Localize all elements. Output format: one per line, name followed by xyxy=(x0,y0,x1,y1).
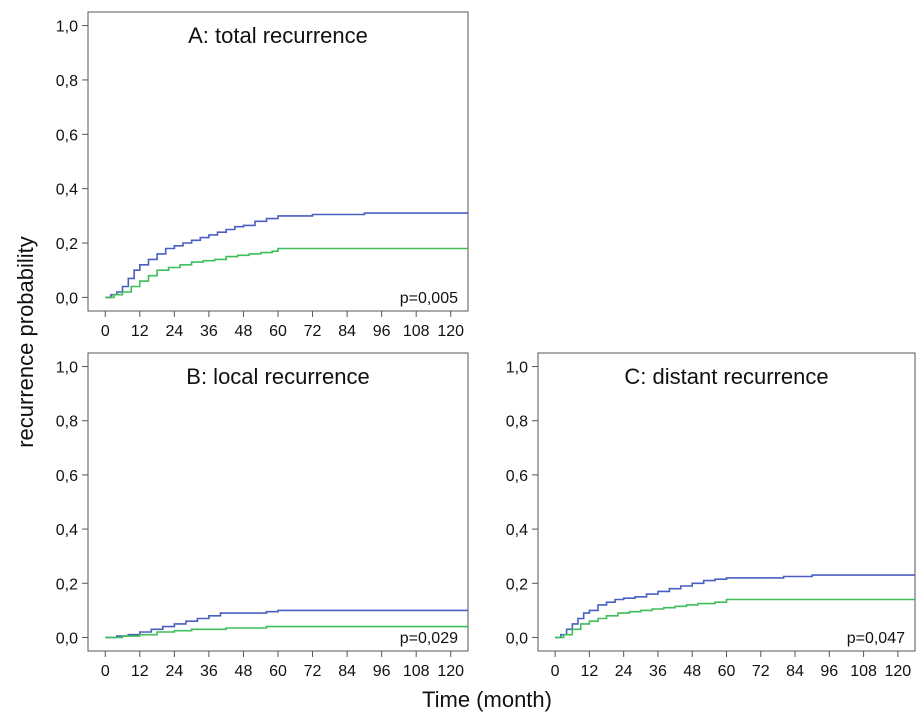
x-tick-label: 96 xyxy=(373,663,391,680)
y-tick-label: 0,8 xyxy=(506,414,528,431)
x-tick-label: 72 xyxy=(304,663,322,680)
panel-c-p-value: p=0,047 xyxy=(847,630,905,647)
x-tick-label: 12 xyxy=(131,323,149,340)
x-tick-label: 48 xyxy=(235,663,253,680)
panel-a-p-value: p=0,005 xyxy=(400,290,458,307)
y-tick-label: 0,2 xyxy=(56,576,78,593)
x-tick-label: 12 xyxy=(581,663,599,680)
y-tick-label: 1,0 xyxy=(56,19,78,36)
y-tick-label: 0,6 xyxy=(56,468,78,485)
x-tick-label: 48 xyxy=(683,663,701,680)
y-tick-label: 0,8 xyxy=(56,414,78,431)
x-tick-label: 72 xyxy=(304,323,322,340)
panel-a-series-blue xyxy=(105,212,468,299)
y-tick-label: 0,2 xyxy=(56,236,78,253)
y-tick-label: 0,0 xyxy=(56,290,78,307)
x-tick-label: 96 xyxy=(820,663,838,680)
panel-c-title: C: distant recurrence xyxy=(624,364,828,389)
panel-b-p-value: p=0,029 xyxy=(400,630,458,647)
x-tick-label: 60 xyxy=(269,323,287,340)
panel-a-title: A: total recurrence xyxy=(188,23,368,48)
panel-a-series-green xyxy=(105,247,468,299)
y-axis-label: recurrence probability xyxy=(13,236,38,448)
x-tick-label: 96 xyxy=(373,323,391,340)
chart-panels: 0 12 24 36 48 60 72 84 96 108 1200,00,20,40,60,81,… xyxy=(56,11,916,680)
x-tick-label: 120 xyxy=(437,323,464,340)
x-tick-label: 24 xyxy=(165,323,183,340)
x-tick-label: 36 xyxy=(200,323,218,340)
panel-c-series-green xyxy=(555,598,915,639)
panel-c-frame xyxy=(537,352,916,652)
y-tick-label: 0,8 xyxy=(56,73,78,90)
x-tick-label: 0 xyxy=(101,323,110,340)
y-tick-label: 0,0 xyxy=(506,630,528,647)
x-tick-label: 84 xyxy=(338,663,356,680)
x-tick-label: 60 xyxy=(718,663,736,680)
x-tick-label: 0 xyxy=(101,663,110,680)
x-tick-label: 48 xyxy=(235,323,253,340)
panel-a-frame xyxy=(87,11,469,312)
x-tick-label: 84 xyxy=(786,663,804,680)
x-tick-label: 0 xyxy=(551,663,560,680)
x-tick-label: 24 xyxy=(615,663,633,680)
x-tick-label: 72 xyxy=(752,663,770,680)
y-tick-label: 0,4 xyxy=(56,182,78,199)
panel-c-series-blue xyxy=(555,574,915,639)
x-tick-label: 24 xyxy=(165,663,183,680)
panel-b-frame xyxy=(87,352,469,652)
panel-a: 0 12 24 36 48 60 72 84 96 108 120 0,0 0,2 0,4 0,6 0,8 1,… xyxy=(56,11,469,340)
x-tick-label: 108 xyxy=(403,663,430,680)
x-tick-label: 108 xyxy=(403,323,430,340)
x-tick-label: 60 xyxy=(269,663,287,680)
y-tick-label: 0,0 xyxy=(56,630,78,647)
x-tick-label: 12 xyxy=(131,663,149,680)
y-tick-label: 1,0 xyxy=(506,360,528,377)
x-tick-label: 84 xyxy=(338,323,356,340)
panel-b: 0 12 24 36 48 60 72 84 96 108 120 0,0 0,2 0,4 0,6 0,8 1,… xyxy=(56,352,469,680)
x-tick-label: 108 xyxy=(850,663,877,680)
y-tick-label: 0,4 xyxy=(506,522,528,539)
panel-b-title: B: local recurrence xyxy=(186,364,369,389)
y-tick-label: 0,6 xyxy=(56,127,78,144)
panel-b-series-blue xyxy=(105,609,468,639)
y-tick-label: 0,6 xyxy=(506,468,528,485)
x-tick-label: 120 xyxy=(437,663,464,680)
panel-c: 0 12 24 36 48 60 72 84 96 108 120 0,0 0,2 0,4 0,6 0,8 1,… xyxy=(506,352,916,680)
y-tick-label: 0,4 xyxy=(56,522,78,539)
y-tick-label: 0,2 xyxy=(506,576,528,593)
x-axis-label: Time (month) xyxy=(422,687,552,712)
y-tick-label: 1,0 xyxy=(56,360,78,377)
x-tick-label: 36 xyxy=(200,663,218,680)
x-tick-label: 36 xyxy=(649,663,667,680)
panel-b-series-green xyxy=(105,625,468,639)
x-tick-label: 120 xyxy=(885,663,912,680)
